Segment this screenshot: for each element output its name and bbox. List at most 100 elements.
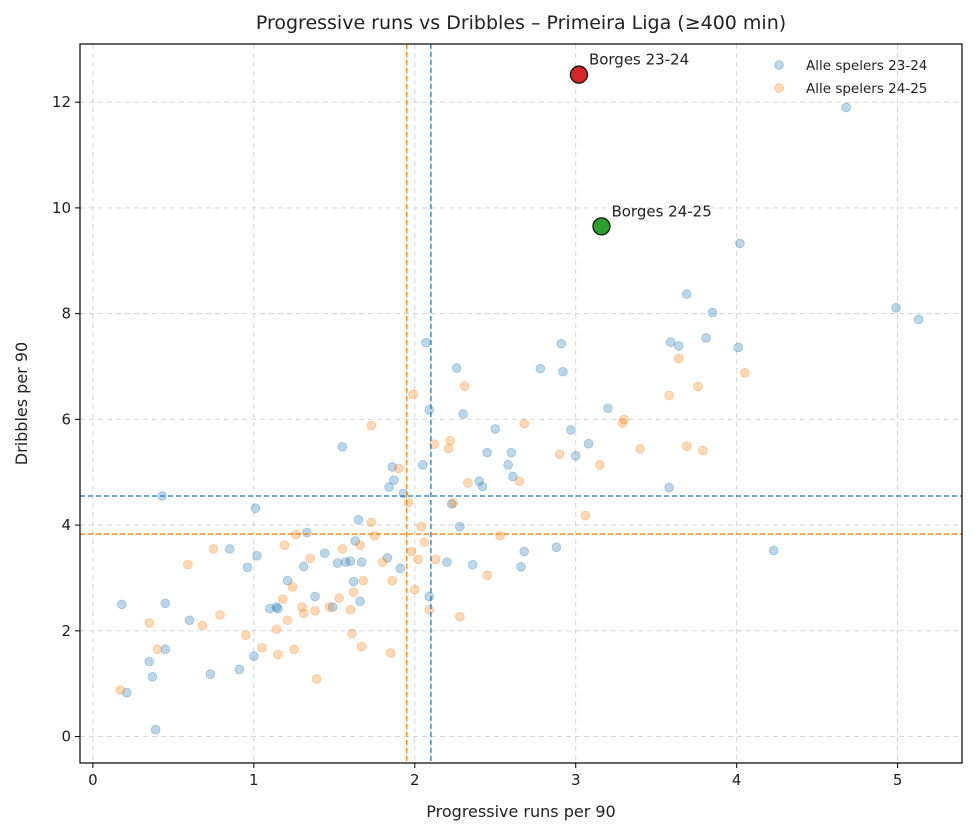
data-point bbox=[554, 449, 565, 460]
data-point bbox=[681, 441, 692, 452]
data-point bbox=[482, 447, 493, 458]
data-point bbox=[424, 591, 435, 602]
data-point bbox=[474, 476, 484, 487]
data-point bbox=[337, 544, 348, 554]
x-axis-label: Progressive runs per 90 bbox=[426, 802, 615, 821]
data-point bbox=[355, 540, 365, 550]
data-point bbox=[273, 603, 283, 614]
y-tick-label: 10 bbox=[52, 199, 71, 217]
data-point bbox=[768, 545, 779, 556]
data-point bbox=[570, 451, 581, 461]
data-point bbox=[334, 593, 344, 603]
data-point bbox=[348, 587, 359, 598]
data-point bbox=[215, 610, 225, 620]
data-point bbox=[240, 630, 251, 640]
y-tick-label: 12 bbox=[52, 93, 71, 111]
scatter-points bbox=[115, 102, 924, 735]
x-tick-label: 4 bbox=[732, 771, 742, 789]
highlight-point bbox=[592, 217, 611, 236]
reference-lines bbox=[80, 44, 962, 763]
data-point bbox=[382, 553, 393, 563]
data-point bbox=[419, 537, 430, 547]
data-point bbox=[558, 366, 568, 377]
data-point bbox=[319, 548, 330, 558]
data-point bbox=[345, 556, 356, 566]
data-point bbox=[144, 618, 155, 628]
data-point bbox=[673, 353, 684, 364]
data-point bbox=[302, 527, 312, 538]
data-point bbox=[250, 503, 261, 513]
data-point bbox=[298, 561, 309, 572]
legend-label: Alle spelers 23-24 bbox=[806, 58, 927, 74]
highlight-point bbox=[569, 65, 589, 84]
data-point bbox=[265, 603, 275, 614]
data-point bbox=[463, 478, 473, 488]
data-point bbox=[356, 641, 367, 652]
y-tick-label: 4 bbox=[61, 516, 71, 534]
data-point bbox=[556, 338, 567, 349]
data-point bbox=[184, 615, 195, 626]
data-point bbox=[282, 615, 293, 626]
data-point bbox=[147, 672, 158, 682]
data-point bbox=[355, 596, 365, 607]
data-point bbox=[152, 644, 163, 655]
data-point bbox=[595, 460, 605, 470]
data-point bbox=[413, 554, 423, 565]
data-point bbox=[424, 405, 435, 415]
data-point bbox=[384, 482, 394, 492]
data-point bbox=[673, 341, 684, 351]
data-point bbox=[406, 546, 417, 557]
data-point bbox=[735, 238, 745, 249]
data-point bbox=[455, 611, 465, 622]
data-point bbox=[340, 557, 351, 567]
data-point bbox=[514, 476, 525, 487]
data-point bbox=[385, 648, 396, 658]
data-point bbox=[506, 447, 517, 458]
data-point bbox=[271, 602, 282, 612]
data-point bbox=[913, 314, 924, 325]
data-point bbox=[337, 442, 348, 452]
data-point bbox=[277, 594, 288, 604]
data-point bbox=[252, 550, 262, 561]
data-point bbox=[467, 559, 478, 570]
y-tick-label: 6 bbox=[61, 410, 71, 428]
x-tick-label: 2 bbox=[410, 771, 420, 789]
data-point bbox=[495, 530, 505, 541]
y-axis-label: Dribbles per 90 bbox=[12, 342, 31, 465]
highlight-points: Borges 23-24 Borges 24-25 bbox=[569, 51, 712, 236]
data-point bbox=[356, 557, 367, 567]
data-point bbox=[477, 481, 488, 492]
data-point bbox=[348, 576, 359, 587]
data-point bbox=[332, 558, 343, 568]
data-point bbox=[160, 598, 171, 609]
data-point bbox=[619, 414, 629, 425]
data-point bbox=[273, 649, 283, 660]
data-point bbox=[117, 599, 127, 610]
data-point bbox=[443, 443, 454, 454]
data-point bbox=[183, 559, 193, 570]
data-point bbox=[551, 542, 562, 553]
highlight-label: Borges 24-25 bbox=[611, 202, 711, 220]
data-point bbox=[617, 418, 628, 428]
data-point bbox=[424, 604, 435, 615]
data-point bbox=[271, 624, 282, 635]
data-point bbox=[311, 674, 322, 684]
data-point bbox=[739, 368, 750, 378]
data-point bbox=[733, 342, 744, 353]
data-point bbox=[297, 602, 307, 612]
data-point bbox=[224, 544, 235, 554]
data-point bbox=[445, 435, 455, 446]
data-point bbox=[257, 642, 267, 653]
y-tick-label: 0 bbox=[61, 728, 71, 746]
data-point bbox=[387, 575, 398, 586]
data-point bbox=[665, 337, 676, 347]
x-tick-label: 0 bbox=[88, 771, 98, 789]
data-point bbox=[516, 562, 526, 572]
data-point bbox=[115, 685, 126, 695]
data-point bbox=[327, 602, 338, 612]
data-point bbox=[234, 664, 245, 675]
data-point bbox=[566, 425, 576, 435]
data-point bbox=[408, 389, 418, 400]
